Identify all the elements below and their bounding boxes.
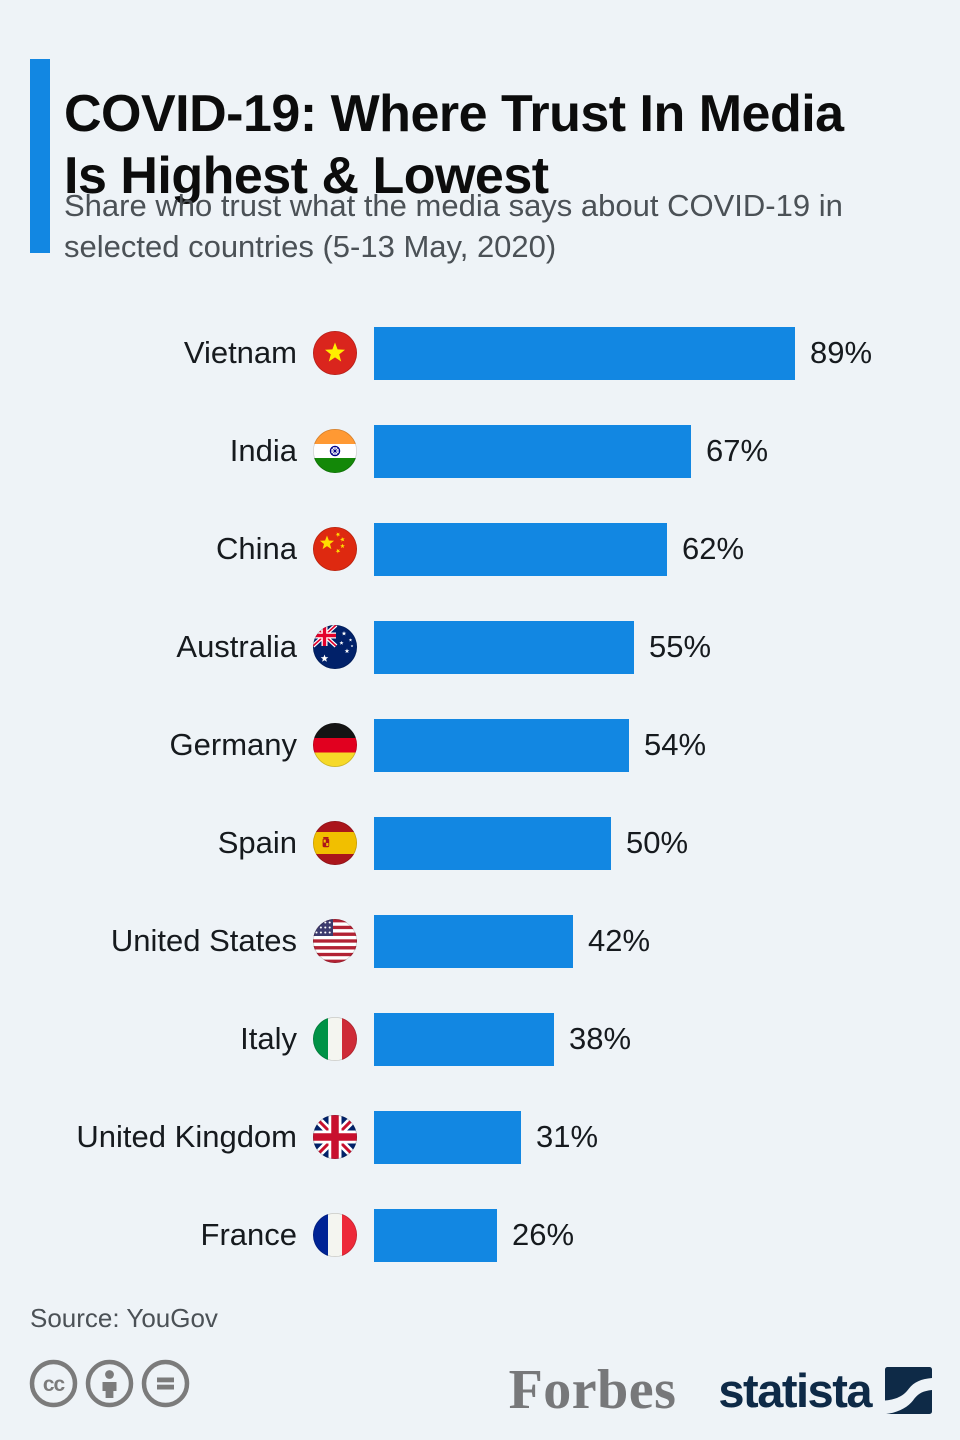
chart-row: China 62% — [0, 500, 960, 598]
flag-china-icon — [313, 527, 357, 571]
statista-wordmark: statista — [718, 1363, 872, 1417]
country-label: Germany — [169, 727, 297, 762]
value-label: 38% — [569, 1021, 632, 1056]
chart-row: Spain 50% — [0, 794, 960, 892]
source-note: Source: YouGov — [30, 1303, 218, 1333]
page-title: COVID-19: Where Trust In Media Is Highes… — [64, 84, 844, 206]
value-label: 42% — [588, 923, 651, 958]
flag-italy-icon — [313, 1017, 357, 1061]
bar-area: 38% — [374, 1012, 960, 1066]
svg-text:cc: cc — [43, 1373, 66, 1396]
bar-chart: Vietnam 89% India 67% China 62% Australia 55% G… — [0, 304, 960, 1284]
value-label: 67% — [706, 433, 769, 468]
chart-row: United Kingdom 31% — [0, 1088, 960, 1186]
country-label: United States — [110, 923, 297, 958]
bar — [374, 1208, 497, 1262]
flag-spain-icon — [313, 821, 357, 865]
country-label: Spain — [217, 825, 297, 860]
bar-area: 67% — [374, 424, 960, 478]
creative-commons-icon: cc — [28, 1358, 79, 1409]
bar-area: 31% — [374, 1110, 960, 1164]
bar — [374, 718, 629, 772]
brand-logos: Forbes statista — [509, 1358, 932, 1422]
value-label: 55% — [649, 629, 712, 664]
value-label: 26% — [512, 1217, 575, 1252]
value-label: 62% — [682, 531, 745, 566]
flag-vietnam-icon — [313, 331, 357, 375]
chart-row: Australia 55% — [0, 598, 960, 696]
chart-row: Vietnam 89% — [0, 304, 960, 402]
bar-area: 50% — [374, 816, 960, 870]
bar-area: 55% — [374, 620, 960, 674]
value-label: 50% — [626, 825, 689, 860]
value-label: 89% — [810, 335, 873, 370]
country-label: United Kingdom — [76, 1119, 297, 1154]
bar — [374, 914, 573, 968]
chart-row: Germany 54% — [0, 696, 960, 794]
flag-germany-icon — [313, 723, 357, 767]
country-label: Italy — [240, 1021, 297, 1056]
no-derivatives-equals-icon — [140, 1358, 191, 1409]
country-label: India — [229, 433, 297, 468]
country-label: China — [216, 531, 297, 566]
bar — [374, 522, 667, 576]
flag-india-icon — [313, 429, 357, 473]
statista-square-icon — [885, 1366, 932, 1414]
chart-row: France 26% — [0, 1186, 960, 1284]
bar-area: 54% — [374, 718, 960, 772]
statista-logo: statista — [718, 1363, 932, 1418]
bar — [374, 424, 691, 478]
license-icons: cc — [28, 1358, 191, 1409]
bar — [374, 326, 795, 380]
chart-row: India 67% — [0, 402, 960, 500]
flag-australia-icon — [313, 625, 357, 669]
bar — [374, 620, 634, 674]
bar-area: 62% — [374, 522, 960, 576]
title-accent-bar — [30, 59, 50, 253]
flag-united-states-icon — [313, 919, 357, 963]
bar-area: 26% — [374, 1208, 960, 1262]
bar-area: 42% — [374, 914, 960, 968]
country-label: Australia — [176, 629, 297, 664]
chart-row: United States 42% — [0, 892, 960, 990]
forbes-logo: Forbes — [508, 1359, 677, 1421]
value-label: 31% — [536, 1119, 599, 1154]
bar — [374, 816, 611, 870]
page-subtitle: Share who trust what the media says abou… — [64, 188, 843, 264]
attribution-person-icon — [84, 1358, 135, 1409]
bar — [374, 1012, 554, 1066]
bar — [374, 1110, 521, 1164]
value-label: 54% — [644, 727, 707, 762]
chart-row: Italy 38% — [0, 990, 960, 1088]
country-label: Vietnam — [183, 335, 297, 370]
country-label: France — [200, 1217, 297, 1252]
flag-united-kingdom-icon — [313, 1115, 357, 1159]
flag-france-icon — [313, 1213, 357, 1257]
bar-area: 89% — [374, 326, 960, 380]
